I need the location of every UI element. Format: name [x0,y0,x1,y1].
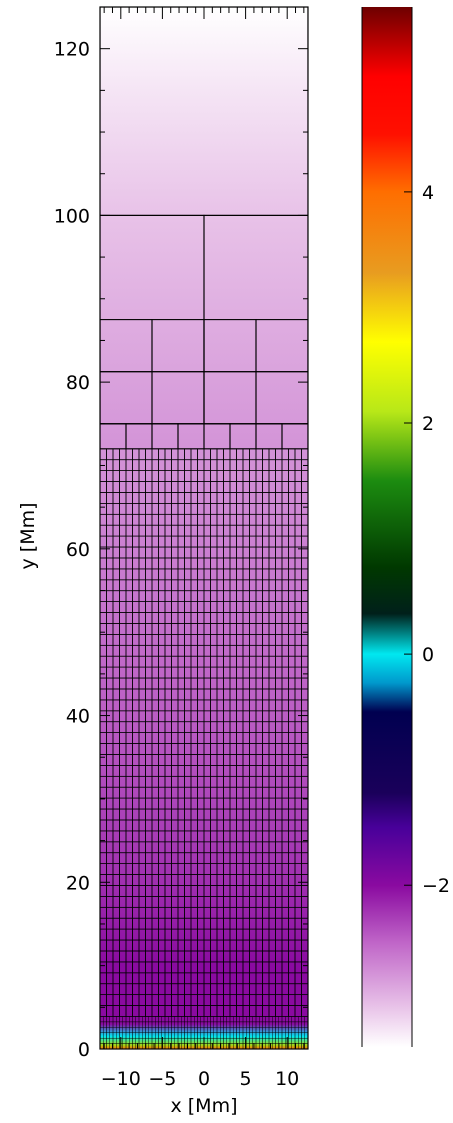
x-tick-label: −10 [101,1068,141,1090]
y-tick-label: 80 [66,372,90,394]
mesh-cell [301,448,308,461]
colorbar: −2 0 2 4 [361,7,450,1047]
y-tick-label: 120 [54,39,90,61]
colorbar-tick-label: 0 [422,644,434,666]
mesh-level [100,448,308,1017]
colorbar-tick-label: 4 [422,182,434,204]
colorbar-tick-label: −2 [422,875,450,897]
colorbar-ticks: −2 0 2 4 [361,7,450,1047]
mesh-cell [255,319,308,373]
x-axis-label: x [Mm] [170,1095,237,1117]
x-tick-label: −5 [148,1068,176,1090]
y-tick-label: 0 [78,1039,90,1061]
x-tick-label: 0 [198,1068,210,1090]
y-tick-label: 40 [66,706,90,728]
y-tick-label: 100 [54,205,90,227]
x-tick-label: 5 [240,1068,252,1090]
y-tick-label: 60 [66,539,90,561]
y-tick-label: 20 [66,872,90,894]
x-tick-label: 10 [275,1068,299,1090]
plot-area: −10 −5 0 5 10 0 20 40 60 80 100 120 x [Mm] y [Mm] [17,6,309,1117]
y-axis-label: y [Mm] [17,502,39,569]
mesh-grid [100,7,308,1049]
colorbar-tick-label: 2 [422,413,434,435]
colorbar-scale [362,7,412,1047]
mesh-cell [304,1016,308,1023]
y-axis-ticks: 0 20 40 60 80 100 120 [54,39,308,1061]
x-axis-ticks: −10 −5 0 5 10 [101,7,305,1090]
